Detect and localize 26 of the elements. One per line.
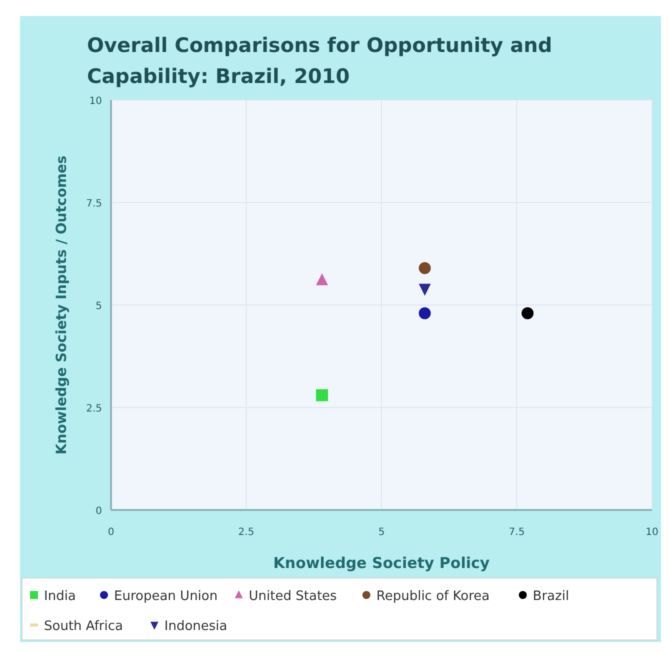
legend-label: India: [44, 589, 76, 604]
y-tick-label: 5: [96, 301, 102, 312]
x-tick-label: 2.5: [238, 527, 254, 538]
y-tick-label: 0: [96, 506, 102, 517]
legend-label: Indonesia: [164, 619, 228, 634]
x-tick-label: 7.5: [508, 527, 525, 538]
point: [316, 273, 328, 286]
point: [522, 307, 534, 320]
x-axis-title: Knowledge Society Policy: [273, 554, 490, 572]
point: [316, 389, 328, 402]
x-tick-label: 10: [646, 527, 658, 538]
point: [418, 307, 431, 320]
y-tick-label: 7.5: [86, 198, 102, 210]
legend-label: European Union: [114, 589, 218, 604]
point: [418, 262, 431, 274]
legend-label: Republic of Korea: [376, 589, 490, 604]
y-axis-title: Knowledge Society Inputs / Outcomes: [54, 155, 70, 455]
x-tick-label: 5: [378, 527, 385, 538]
legend-label: South Africa: [44, 619, 123, 634]
legend-label: Brazil: [532, 589, 570, 604]
y-tick-label: 10: [89, 96, 102, 107]
legend-label: United States: [248, 589, 338, 604]
chart-title: Overall Comparisons for Opportunity and Capability: Brazil, 2010: [87, 33, 552, 88]
x-tick-label: 0: [108, 527, 114, 538]
point: [418, 284, 431, 296]
y-tick-label: 2.5: [86, 404, 102, 414]
